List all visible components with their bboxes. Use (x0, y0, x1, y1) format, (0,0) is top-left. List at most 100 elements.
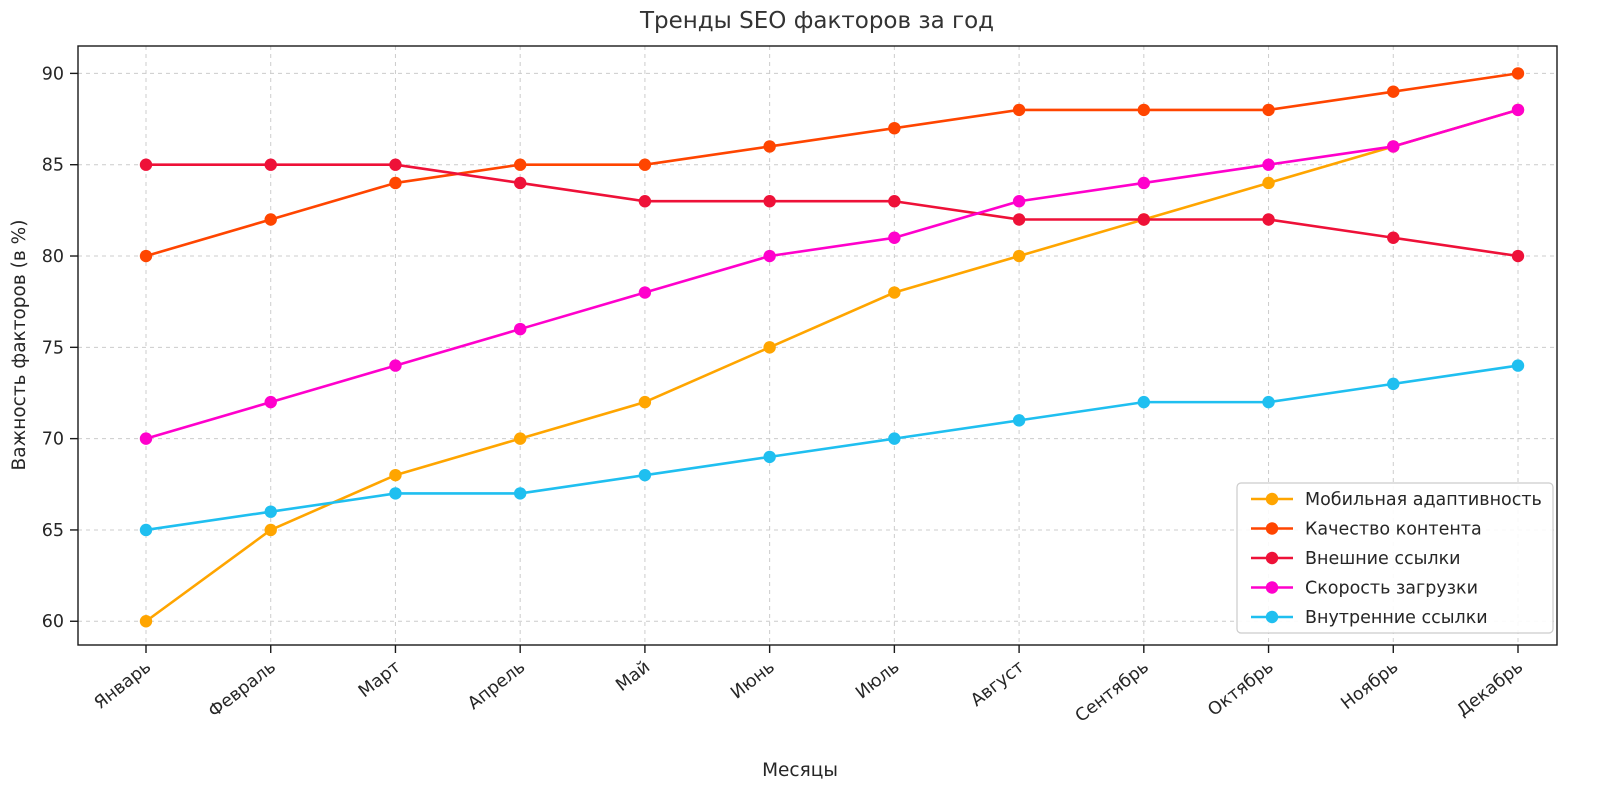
data-point (763, 450, 776, 464)
data-point (139, 249, 153, 263)
legend-marker (1265, 610, 1279, 624)
axes-spines (77, 45, 1558, 646)
data-point (888, 195, 901, 208)
y-tick-label: 70 (42, 430, 64, 450)
data-point (1511, 249, 1525, 263)
legend-label: Скорость загрузки (1305, 578, 1478, 598)
y-tick-label: 60 (42, 612, 64, 632)
data-point (264, 523, 277, 537)
legend-label: Внутренние ссылки (1305, 608, 1488, 628)
data-point (389, 158, 402, 171)
y-tick-label: 80 (42, 247, 64, 267)
data-point (638, 286, 652, 299)
x-tick-label: Сентябрь (1072, 657, 1153, 727)
series-line-3 (144, 108, 1520, 440)
data-point (763, 249, 776, 263)
data-point (513, 322, 527, 336)
data-point (1012, 195, 1026, 208)
y-axis-label: Важность факторов (в %) (9, 220, 30, 471)
data-point (1137, 176, 1151, 190)
legend-marker (1265, 551, 1279, 565)
data-point (139, 158, 153, 171)
y-tick-label: 90 (42, 64, 64, 84)
data-point (638, 395, 652, 409)
data-point (513, 487, 527, 500)
data-point (264, 213, 277, 226)
data-point (1137, 103, 1151, 117)
data-point (638, 468, 652, 482)
x-axis-label: Месяцы (762, 760, 838, 781)
data-point (389, 468, 402, 482)
x-tick-label: Август (967, 657, 1028, 711)
legend-label: Качество контента (1305, 519, 1482, 539)
legend-box (1236, 482, 1554, 634)
legend-item: Внутренние ссылки (1251, 608, 1488, 628)
data-point (1387, 231, 1400, 244)
x-tick-label: Ноябрь (1338, 657, 1403, 714)
x-tick-label: Февраль (205, 657, 280, 722)
data-point (1387, 85, 1400, 98)
legend-item: Мобильная адаптивность (1251, 490, 1542, 510)
data-point (1511, 359, 1525, 372)
data-point (389, 487, 402, 500)
data-point (1387, 140, 1400, 153)
x-tick-label: Март (355, 657, 404, 702)
x-tick-label: Май (612, 657, 654, 696)
data-point (264, 158, 277, 171)
x-tick-label: Июль (852, 657, 903, 703)
data-point (513, 158, 527, 171)
data-point (1262, 103, 1275, 117)
data-point (1012, 414, 1026, 427)
series-layer (139, 67, 1525, 628)
data-point (888, 121, 901, 135)
x-tick-label: Декабрь (1453, 657, 1527, 721)
legend-label: Внешние ссылки (1305, 549, 1461, 569)
data-point (1262, 176, 1275, 190)
x-tick-label: Апрель (464, 657, 529, 714)
series-line-0 (144, 108, 1520, 623)
data-point (139, 615, 153, 628)
plot-border (77, 45, 1558, 646)
y-tick-label: 65 (42, 521, 64, 541)
data-point (1012, 103, 1026, 117)
data-point (1012, 249, 1026, 263)
data-point (638, 158, 652, 171)
data-point (763, 341, 776, 354)
x-tick-label: Июнь (727, 657, 778, 703)
legend-marker (1265, 492, 1279, 506)
series-line-1 (144, 72, 1520, 258)
chart-title: Тренды SEO факторов за год (639, 8, 994, 34)
x-tick-label: Октябрь (1204, 657, 1277, 720)
data-point (1262, 395, 1275, 409)
data-point (1511, 103, 1525, 117)
series-line-4 (144, 364, 1520, 532)
data-point (1012, 213, 1026, 226)
legend-item: Внешние ссылки (1251, 549, 1461, 569)
data-point (1387, 377, 1400, 391)
data-point (1262, 158, 1275, 171)
x-tick-label: Январь (91, 657, 155, 713)
y-tick-label: 75 (42, 338, 64, 358)
legend: Мобильная адаптивность Качество контента В… (1236, 482, 1554, 634)
data-point (888, 286, 901, 299)
data-point (763, 140, 776, 153)
data-point (1137, 395, 1151, 409)
y-tick-label: 85 (42, 156, 64, 176)
data-point (1137, 213, 1151, 226)
legend-marker (1265, 581, 1279, 594)
data-point (264, 395, 277, 409)
data-point (389, 176, 402, 190)
data-point (389, 359, 402, 372)
data-point (888, 432, 901, 445)
data-point (763, 195, 776, 208)
legend-marker (1265, 522, 1279, 535)
data-point (1511, 67, 1525, 80)
data-point (139, 523, 153, 537)
series-line-2 (144, 163, 1520, 258)
data-point (638, 195, 652, 208)
data-point (513, 176, 527, 190)
data-point (513, 432, 527, 445)
legend-label: Мобильная адаптивность (1305, 490, 1542, 510)
